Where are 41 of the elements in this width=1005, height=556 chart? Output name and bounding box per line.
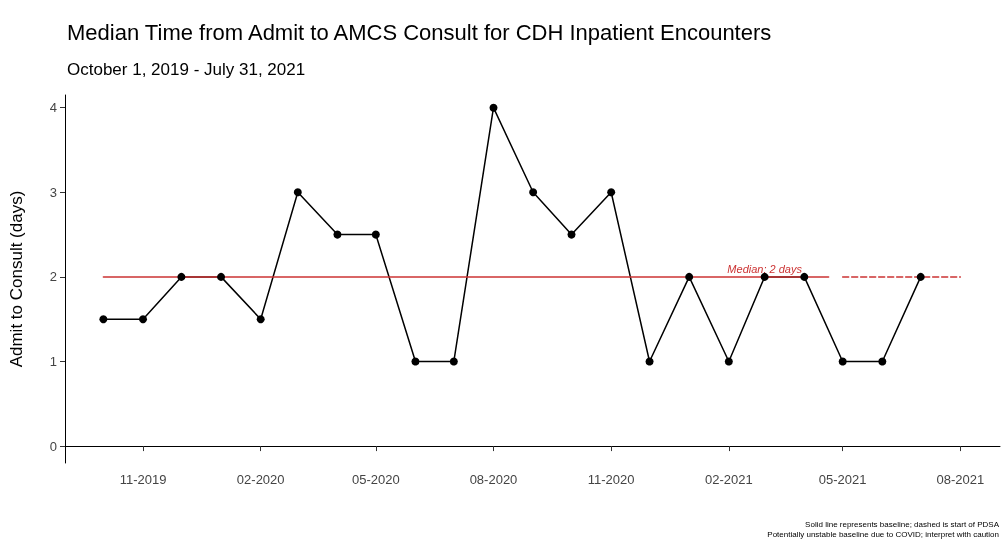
- point: [139, 315, 148, 324]
- y-tick-label: 2: [49, 269, 57, 285]
- point: [177, 272, 186, 281]
- point: [607, 188, 616, 197]
- x-tick-label: 02-2020: [236, 472, 285, 487]
- point: [685, 272, 694, 281]
- point: [567, 230, 576, 239]
- point: [800, 272, 809, 281]
- text: Potentially unstable baseline due to COVID; interpret with caution: [767, 529, 999, 539]
- y-tick-label: 0: [49, 438, 57, 454]
- point: [333, 230, 342, 239]
- point: [529, 188, 538, 197]
- point: [724, 357, 733, 366]
- x-tick-label: 11-2019: [119, 472, 167, 487]
- point: [645, 357, 654, 366]
- x-tick-label: 08-2020: [469, 472, 518, 487]
- point: [489, 103, 498, 112]
- point: [760, 272, 769, 281]
- x-tick-label: 08-2021: [936, 472, 985, 487]
- point: [293, 188, 302, 197]
- y-axis-title: Admit to Consult (days): [7, 190, 26, 368]
- y-tick-label: 1: [49, 353, 57, 369]
- point: [256, 315, 265, 324]
- point: [99, 315, 108, 324]
- text: Solid line represents baseline; dashed is start of PDSA: [805, 519, 1000, 529]
- point: [838, 357, 847, 366]
- chart-title: Median Time from Admit to AMCS Consult for CDH Inpatient Encounters: [67, 19, 772, 45]
- y-tick-label: 4: [49, 100, 57, 116]
- y-tick-label: 3: [49, 184, 57, 200]
- x-tick-label: 05-2020: [351, 472, 400, 487]
- x-tick-label: 11-2020: [587, 472, 635, 487]
- point: [217, 272, 226, 281]
- point: [449, 357, 458, 366]
- point: [878, 357, 887, 366]
- point: [371, 230, 380, 239]
- point: [916, 272, 925, 281]
- point: [411, 357, 420, 366]
- chart-subtitle: October 1, 2019 - July 31, 2021: [67, 60, 306, 79]
- annotation: Median: 2 days: [727, 263, 803, 276]
- x-tick-label: 05-2021: [818, 472, 867, 487]
- x-tick-label: 02-2021: [704, 472, 753, 487]
